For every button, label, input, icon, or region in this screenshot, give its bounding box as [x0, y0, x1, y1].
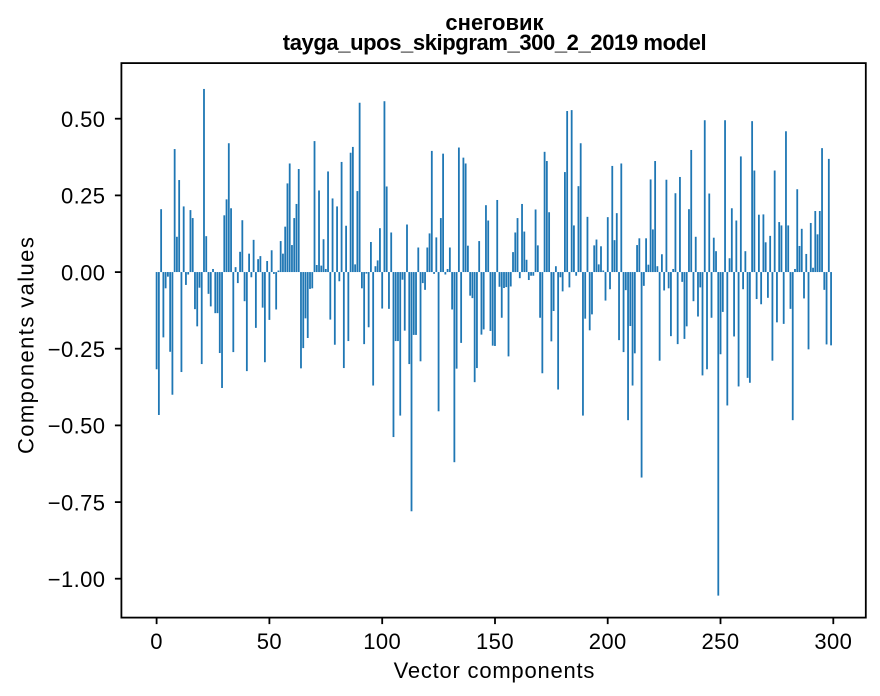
svg-text:снеговик: снеговик: [445, 10, 544, 35]
svg-text:200: 200: [589, 629, 627, 654]
svg-text:Vector components: Vector components: [394, 658, 596, 683]
svg-text:tayga_upos_skipgram_300_2_2019: tayga_upos_skipgram_300_2_2019 model: [283, 30, 706, 55]
svg-text:0.00: 0.00: [61, 260, 105, 285]
svg-text:Components values: Components values: [14, 236, 39, 454]
svg-text:100: 100: [363, 629, 401, 654]
svg-text:−0.75: −0.75: [48, 490, 106, 515]
svg-text:−0.50: −0.50: [48, 414, 106, 439]
svg-text:50: 50: [257, 629, 282, 654]
svg-text:0: 0: [150, 629, 163, 654]
svg-text:0.25: 0.25: [61, 184, 105, 209]
svg-text:0.50: 0.50: [61, 107, 105, 132]
svg-text:−1.00: −1.00: [48, 567, 106, 592]
svg-text:150: 150: [476, 629, 514, 654]
svg-text:250: 250: [702, 629, 740, 654]
svg-text:−0.25: −0.25: [48, 337, 106, 362]
svg-text:300: 300: [814, 629, 852, 654]
